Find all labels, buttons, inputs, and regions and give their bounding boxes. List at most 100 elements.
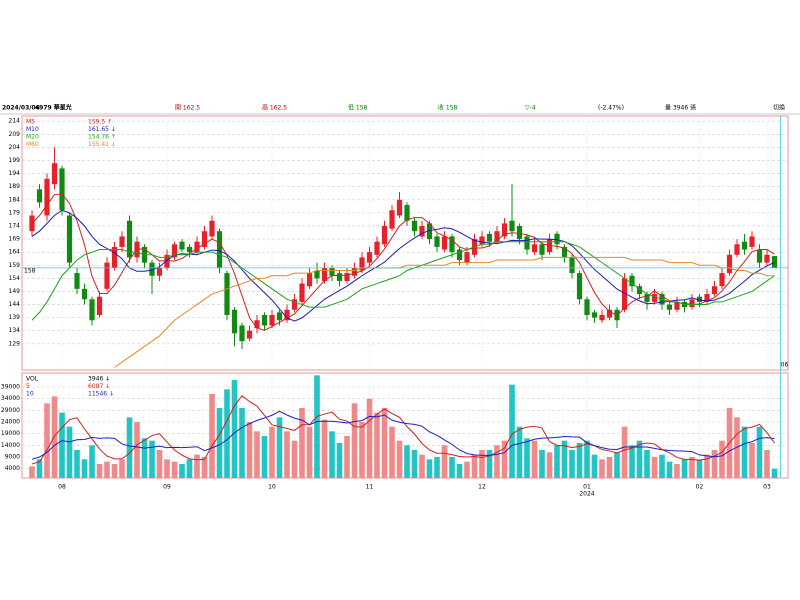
volume-bar xyxy=(156,450,163,478)
candle-body xyxy=(179,241,185,250)
legend-value: 161.65 ↓ xyxy=(88,126,116,133)
candle-body xyxy=(576,273,583,300)
volume-bar xyxy=(231,380,238,478)
candle-body xyxy=(74,273,80,289)
volume-bar xyxy=(554,445,560,478)
candle-body xyxy=(621,278,628,310)
volume-bar xyxy=(576,443,583,478)
candle-body xyxy=(96,296,103,316)
volume-bar xyxy=(711,450,718,478)
candle-body xyxy=(291,299,298,310)
candle-body xyxy=(171,244,178,258)
volume-bar xyxy=(629,445,635,478)
candle-body xyxy=(644,294,650,302)
legend-value: 11546 ↓ xyxy=(88,391,114,398)
volume-bar xyxy=(674,464,680,478)
volume-bar xyxy=(689,457,695,478)
volume-bar xyxy=(74,450,80,478)
y-tick-label: 14000 xyxy=(1,442,20,449)
volume-bar xyxy=(464,461,470,478)
candle-body xyxy=(81,288,88,300)
volume-bar xyxy=(276,417,283,478)
candle-body xyxy=(711,286,718,295)
candle-body xyxy=(771,256,778,268)
candle-body xyxy=(426,223,433,240)
candle-body xyxy=(704,294,710,302)
volume-bar xyxy=(179,464,185,478)
volume-bar xyxy=(381,408,388,478)
volume-bar xyxy=(749,443,755,478)
volume-bar xyxy=(224,389,230,478)
header-item: 收 158 xyxy=(438,104,458,112)
candle-body xyxy=(494,231,500,242)
volume-bar xyxy=(126,417,133,478)
volume-bar xyxy=(389,426,395,478)
ma-line xyxy=(31,209,775,322)
volume-bar xyxy=(584,440,590,478)
year-label: 2024 xyxy=(579,491,594,498)
candle-body xyxy=(689,299,695,308)
candle-body xyxy=(561,246,568,258)
candle-body xyxy=(126,220,133,258)
legend-name: M60 xyxy=(26,141,39,148)
candle-body xyxy=(276,312,283,321)
volume-bar xyxy=(681,459,688,478)
candle-body xyxy=(209,220,215,237)
y-tick-label: 9000 xyxy=(5,454,20,461)
volume-bar xyxy=(104,461,110,478)
x-tick-label: 01 xyxy=(583,484,591,491)
volume-bar xyxy=(501,440,508,478)
volume-bar xyxy=(284,431,290,478)
ma-line xyxy=(31,395,775,465)
candle-body xyxy=(539,244,545,255)
volume-bar xyxy=(336,443,343,478)
header-item: 量 3946 張 xyxy=(665,105,696,112)
candle-body xyxy=(66,215,73,263)
volume-bar xyxy=(269,426,275,478)
volume-bar xyxy=(704,454,710,478)
candle-body xyxy=(186,246,193,253)
ma-line xyxy=(114,256,775,368)
candle-body xyxy=(374,241,380,255)
volume-bar xyxy=(36,459,43,478)
x-tick-label: 11 xyxy=(366,484,374,491)
candle-body xyxy=(36,189,43,203)
y-tick-label: 214 xyxy=(9,118,21,125)
volume-bar xyxy=(651,457,658,478)
candle-body xyxy=(104,262,110,289)
candle-body xyxy=(741,241,748,250)
candle-body xyxy=(756,249,763,263)
volume-bar xyxy=(261,436,268,478)
legend-value: 154.76 ↑ xyxy=(88,134,116,141)
current-price-label: 158 xyxy=(24,267,36,274)
y-tick-label: 29000 xyxy=(1,407,20,414)
volume-bar xyxy=(771,468,778,478)
x-tick-label: 10 xyxy=(268,484,276,491)
volume-bar xyxy=(149,440,155,478)
candle-body xyxy=(719,273,725,287)
candle-body xyxy=(726,254,733,274)
y-tick-label: 199 xyxy=(9,157,21,164)
legend-name: M5 xyxy=(26,119,35,126)
legend-name: M20 xyxy=(26,134,39,141)
y-tick-label: 134 xyxy=(9,327,21,334)
candle-body xyxy=(449,236,455,253)
volume-bar xyxy=(89,445,95,478)
volume-bar xyxy=(614,452,620,478)
candle-body xyxy=(224,273,230,316)
candle-body xyxy=(389,210,395,229)
y-tick-label: 164 xyxy=(9,249,21,256)
volume-bar xyxy=(606,457,613,478)
candle-body xyxy=(479,236,485,245)
volume-bar xyxy=(569,450,575,478)
y-tick-label: 159 xyxy=(9,262,21,269)
candle-body xyxy=(321,267,328,281)
volume-bar xyxy=(314,375,320,478)
header-item: 高 162.5 xyxy=(262,104,287,112)
volume-bar xyxy=(531,440,538,478)
volume-bar xyxy=(659,454,665,478)
volume-bar xyxy=(29,466,35,478)
volume-bar xyxy=(486,450,493,478)
candle-body xyxy=(149,262,155,276)
